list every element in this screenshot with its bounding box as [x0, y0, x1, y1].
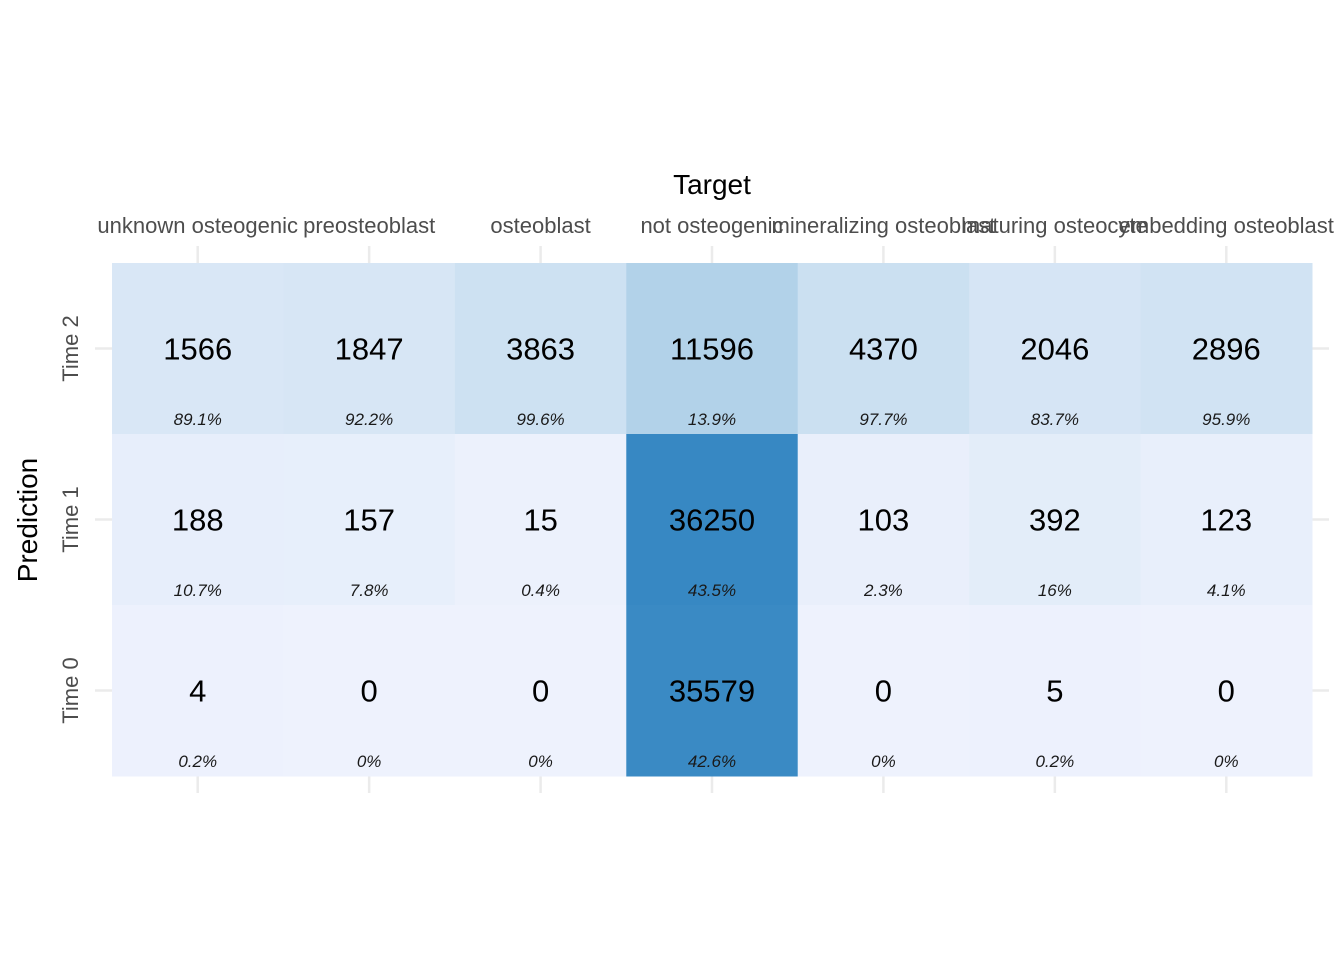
y-tick-label: Time 1 [58, 486, 83, 552]
cell-percentage: 0% [528, 752, 553, 771]
y-tick-labels: Time 2 Time 1 Time 0 [58, 315, 83, 723]
cell-percentage: 99.6% [516, 410, 564, 429]
cell-count: 1847 [335, 332, 404, 367]
cell-count: 1566 [163, 332, 232, 367]
heatmap-cell [797, 605, 970, 777]
cell-percentage: 7.8% [350, 581, 389, 600]
x-tick-label: preosteoblast [303, 213, 435, 238]
heatmap-cell [1140, 263, 1313, 435]
cell-count: 36250 [669, 503, 755, 538]
cell-percentage: 16% [1038, 581, 1072, 600]
x-tick-label: osteoblast [490, 213, 590, 238]
cell-count-labels: 1566 1847 3863 11596 4370 2046 2896 188 157 15 362… [163, 332, 1261, 709]
cell-percentage: 0% [1214, 752, 1239, 771]
cell-percentage: 95.9% [1202, 410, 1250, 429]
heatmap-cell [112, 434, 284, 606]
cell-percentage: 2.3% [863, 581, 903, 600]
heatmap-cell [454, 605, 627, 777]
x-tick-label: not osteogenic [640, 213, 783, 238]
cell-count: 0 [361, 674, 378, 709]
cell-percentage: 4.1% [1207, 581, 1246, 600]
cell-percentage: 43.5% [688, 581, 736, 600]
heatmap-cell [969, 605, 1142, 777]
cell-count: 15 [523, 503, 557, 538]
cell-count: 4 [189, 674, 206, 709]
cell-count: 103 [858, 503, 910, 538]
heatmap-cells [112, 263, 1313, 777]
x-tick-labels: unknown osteogenic preosteoblast osteoblas… [97, 213, 1334, 238]
x-tick-label: mineralizing osteoblast [772, 213, 996, 238]
cell-count: 123 [1200, 503, 1252, 538]
cell-percentage: 10.7% [174, 581, 222, 600]
cell-count: 35579 [669, 674, 755, 709]
cell-count: 392 [1029, 503, 1081, 538]
cell-count: 157 [343, 503, 395, 538]
x-tick-label: unknown osteogenic [97, 213, 298, 238]
cell-percentage: 97.7% [859, 410, 907, 429]
x-tick-label: maturing osteocyte [962, 213, 1148, 238]
heatmap-cell [626, 263, 799, 435]
heatmap-cell [283, 605, 456, 777]
cell-percentage-labels: 89.1% 92.2% 99.6% 13.9% 97.7% 83.7% 95.9% 10.7%… [174, 410, 1251, 771]
heatmap-cell [1140, 434, 1313, 606]
y-axis-title: Prediction [12, 458, 43, 583]
cell-percentage: 0.2% [178, 752, 217, 771]
cell-percentage: 83.7% [1031, 410, 1079, 429]
cell-count: 0 [1218, 674, 1235, 709]
heatmap-cell [112, 263, 284, 435]
cell-percentage: 89.1% [174, 410, 222, 429]
cell-count: 0 [532, 674, 549, 709]
cell-percentage: 0% [871, 752, 896, 771]
heatmap-cell [797, 263, 970, 435]
cell-percentage: 42.6% [688, 752, 736, 771]
cell-count: 3863 [506, 332, 575, 367]
heatmap-cell [969, 263, 1142, 435]
cell-count: 11596 [670, 332, 754, 367]
heatmap-cell [454, 434, 627, 606]
cell-percentage: 0.2% [1035, 752, 1074, 771]
y-tick-label: Time 2 [58, 315, 83, 381]
cell-count: 0 [875, 674, 892, 709]
heatmap-cell [626, 434, 799, 606]
cell-percentage: 13.9% [688, 410, 736, 429]
cell-count: 2896 [1192, 332, 1261, 367]
cell-percentage: 0% [357, 752, 382, 771]
axis-ticks [95, 246, 1329, 793]
cell-count: 4370 [849, 332, 918, 367]
heatmap-cell [1140, 605, 1313, 777]
heatmap-cell [454, 263, 627, 435]
heatmap-cell [112, 605, 284, 777]
heatmap-cell [283, 263, 456, 435]
cell-count: 5 [1046, 674, 1063, 709]
cell-percentage: 0.4% [521, 581, 560, 600]
cell-count: 2046 [1020, 332, 1089, 367]
y-tick-label: Time 0 [58, 657, 83, 723]
cell-percentage: 92.2% [345, 410, 393, 429]
x-axis-title: Target [673, 169, 751, 200]
heatmap-cell [626, 605, 799, 777]
cell-count: 188 [172, 503, 224, 538]
heatmap-cell [969, 434, 1142, 606]
heatmap-cell [797, 434, 970, 606]
x-tick-label: embedding osteoblast [1119, 213, 1334, 238]
heatmap-cell [283, 434, 456, 606]
